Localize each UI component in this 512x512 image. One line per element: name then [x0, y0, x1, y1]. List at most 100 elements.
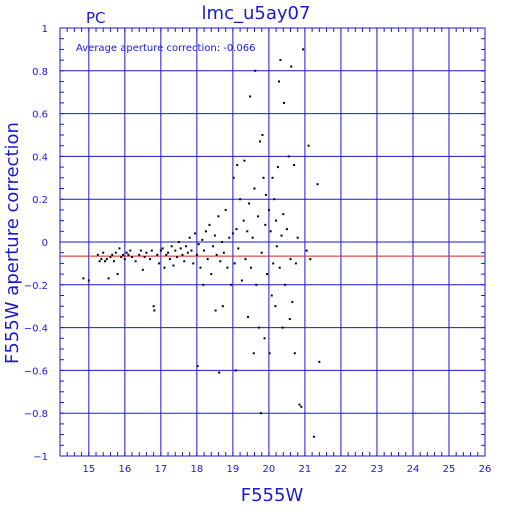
y-tick-label: 0.2 — [32, 195, 48, 206]
data-point — [96, 253, 99, 256]
data-point — [277, 80, 280, 83]
x-tick-label: 25 — [443, 464, 456, 475]
data-point — [293, 163, 296, 166]
y-tick-label: 0 — [42, 238, 48, 249]
data-point — [208, 223, 211, 226]
data-point — [307, 144, 310, 147]
data-point — [231, 232, 234, 235]
x-tick-label: 26 — [479, 464, 492, 475]
data-point — [296, 236, 299, 239]
average-annotation: Average aperture correction: -0.066 — [76, 43, 256, 54]
data-point — [197, 243, 200, 246]
data-point — [202, 283, 205, 286]
data-point — [247, 315, 250, 318]
data-point — [217, 215, 220, 218]
y-tick-label: −0.6 — [24, 366, 48, 377]
data-point — [261, 134, 264, 136]
data-point — [282, 213, 285, 216]
data-point — [210, 273, 213, 276]
data-point — [109, 255, 112, 258]
data-point — [127, 253, 130, 256]
data-point — [107, 277, 110, 280]
data-point — [143, 255, 146, 258]
data-point — [224, 208, 227, 211]
data-point — [239, 198, 242, 201]
y-tick-label: −0.8 — [24, 409, 48, 420]
data-point — [203, 249, 206, 252]
data-point — [263, 337, 266, 340]
data-point — [228, 236, 231, 239]
data-point — [268, 352, 271, 355]
data-point — [82, 277, 85, 280]
data-point — [167, 251, 170, 254]
data-point — [138, 253, 141, 256]
y-tick-label: 0.8 — [32, 67, 48, 78]
x-tick-label: 17 — [154, 464, 167, 475]
data-point — [267, 208, 270, 211]
data-point — [185, 245, 188, 248]
chart-title: lmc_u5ay07 — [202, 3, 311, 24]
x-tick-label: 21 — [299, 464, 312, 475]
y-tick-label: 0.4 — [32, 152, 48, 163]
data-point — [129, 249, 132, 252]
data-point — [204, 230, 207, 233]
data-point — [201, 238, 204, 241]
data-point — [274, 305, 277, 308]
x-tick-label: 19 — [227, 464, 240, 475]
data-point — [118, 247, 121, 250]
data-point — [298, 403, 301, 406]
data-point — [98, 260, 101, 263]
data-point — [163, 266, 166, 269]
data-point — [257, 326, 260, 329]
data-point — [190, 249, 193, 252]
data-point — [288, 318, 291, 321]
data-points — [82, 48, 321, 438]
data-point — [278, 266, 281, 269]
data-point — [275, 219, 278, 222]
data-point — [279, 59, 282, 62]
data-point — [244, 258, 247, 261]
data-point — [236, 163, 239, 166]
data-point — [290, 65, 293, 68]
data-point — [253, 187, 256, 190]
data-point — [87, 279, 90, 282]
x-tick-label: 16 — [118, 464, 131, 475]
data-point — [235, 228, 238, 231]
x-tick-label: 22 — [335, 464, 348, 475]
data-point — [168, 258, 171, 261]
x-tick-label: 15 — [82, 464, 95, 475]
data-point — [181, 253, 184, 256]
data-point — [221, 241, 224, 243]
data-point — [222, 251, 225, 254]
data-point — [215, 253, 218, 256]
data-point — [240, 279, 243, 282]
data-point — [161, 247, 164, 250]
data-point — [194, 232, 197, 235]
grid-lines — [59, 27, 486, 457]
data-point — [309, 258, 312, 261]
data-point — [116, 273, 119, 276]
data-point — [174, 249, 177, 252]
data-point — [176, 255, 179, 258]
data-point — [100, 258, 103, 261]
data-point — [114, 251, 117, 254]
data-point — [123, 258, 126, 261]
data-point — [265, 193, 268, 196]
data-point — [156, 253, 159, 256]
data-point — [302, 48, 305, 51]
data-point — [275, 245, 278, 248]
data-point — [219, 260, 222, 263]
data-point — [252, 352, 255, 355]
data-point — [153, 309, 156, 312]
data-point — [150, 249, 153, 252]
data-point — [269, 230, 272, 233]
data-point — [289, 258, 292, 261]
data-point — [165, 253, 168, 256]
data-point — [258, 140, 261, 143]
data-point — [149, 258, 152, 261]
data-point — [281, 326, 284, 329]
data-point — [221, 305, 224, 308]
data-point — [120, 255, 123, 258]
data-point — [158, 262, 161, 265]
y-tick-label: −0.2 — [24, 281, 48, 292]
